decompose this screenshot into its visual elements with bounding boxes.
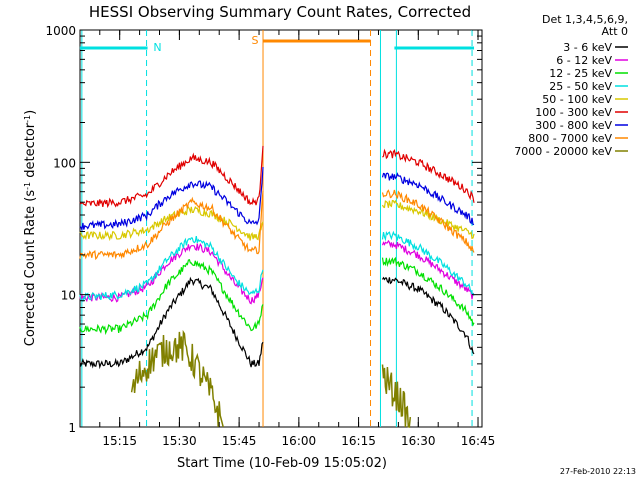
series-line [381, 276, 475, 355]
x-tick-label: 15:45 [222, 434, 257, 448]
x-tick-label: 15:30 [162, 434, 197, 448]
y-axis-label-sup-1: -1 [23, 182, 32, 190]
y-tick-label: 10 [61, 289, 76, 303]
legend-entry-label: 7000 - 20000 keV [514, 145, 612, 158]
flag-bars: NS [79, 34, 475, 54]
plot-frame [79, 29, 483, 428]
series-line [79, 235, 264, 303]
legend-entry-label: 12 - 25 keV [549, 67, 612, 80]
series-line [381, 230, 475, 296]
legend-entry-label: 6 - 12 keV [556, 54, 612, 67]
series-line [79, 190, 264, 261]
legend-entry-label: 100 - 300 keV [535, 106, 612, 119]
series-line [381, 239, 475, 300]
x-axis: 15:15 15:30 15:45 16:00 16:15 16:30 16:45 [99, 30, 496, 448]
series-line [381, 189, 475, 253]
legend-header-line-2: Att 0 [602, 25, 628, 38]
series-line [381, 199, 475, 240]
series-line [79, 259, 264, 336]
series-line [381, 172, 475, 226]
series-line [382, 148, 475, 203]
y-axis-label-main: Corrected Count Rate (s [23, 190, 38, 347]
legend-entry-label: 25 - 50 keV [549, 80, 612, 93]
x-tick-label: 15:15 [102, 434, 137, 448]
x-tick-label: 16:30 [401, 434, 436, 448]
legend-header-line-1: Det 1,3,4,5,6,9, [542, 13, 628, 26]
series-group [79, 145, 475, 428]
legend-entry-label: 3 - 6 keV [563, 41, 612, 54]
x-tick-label: 16:45 [461, 434, 496, 448]
y-axis-label: Corrected Count Rate (s-1 detector-1) [23, 110, 39, 346]
x-tick-label: 16:15 [341, 434, 376, 448]
series-line [79, 145, 264, 209]
series-line [79, 276, 264, 370]
y-axis-label-mid: detector [23, 122, 38, 182]
series-line [381, 256, 475, 327]
flag-label: S [252, 34, 259, 47]
legend-entry-label: 300 - 800 keV [535, 119, 612, 132]
chart-title: HESSI Observing Summary Count Rates, Cor… [89, 3, 471, 21]
x-tick-label: 16:00 [282, 434, 317, 448]
y-tick-label: 1 [68, 421, 76, 435]
y-axis: 1 10 100 1000 [45, 24, 482, 435]
series-line [79, 242, 264, 305]
series-line [79, 166, 264, 232]
legend-entry-label: 50 - 100 keV [542, 93, 612, 106]
legend-entry-label: 800 - 7000 keV [528, 132, 612, 145]
y-axis-label-sup-2: -1 [23, 115, 32, 123]
series-line [381, 364, 412, 428]
y-tick-label: 100 [53, 156, 76, 170]
y-tick-label: 1000 [45, 24, 76, 38]
flag-label: N [153, 41, 161, 54]
series-line [130, 329, 224, 428]
series-line [79, 205, 264, 242]
y-axis-label-end: ) [23, 110, 38, 115]
x-axis-label: Start Time (10-Feb-09 15:05:02) [177, 456, 387, 471]
footer-timestamp: 27-Feb-2010 22:13 [560, 467, 636, 476]
